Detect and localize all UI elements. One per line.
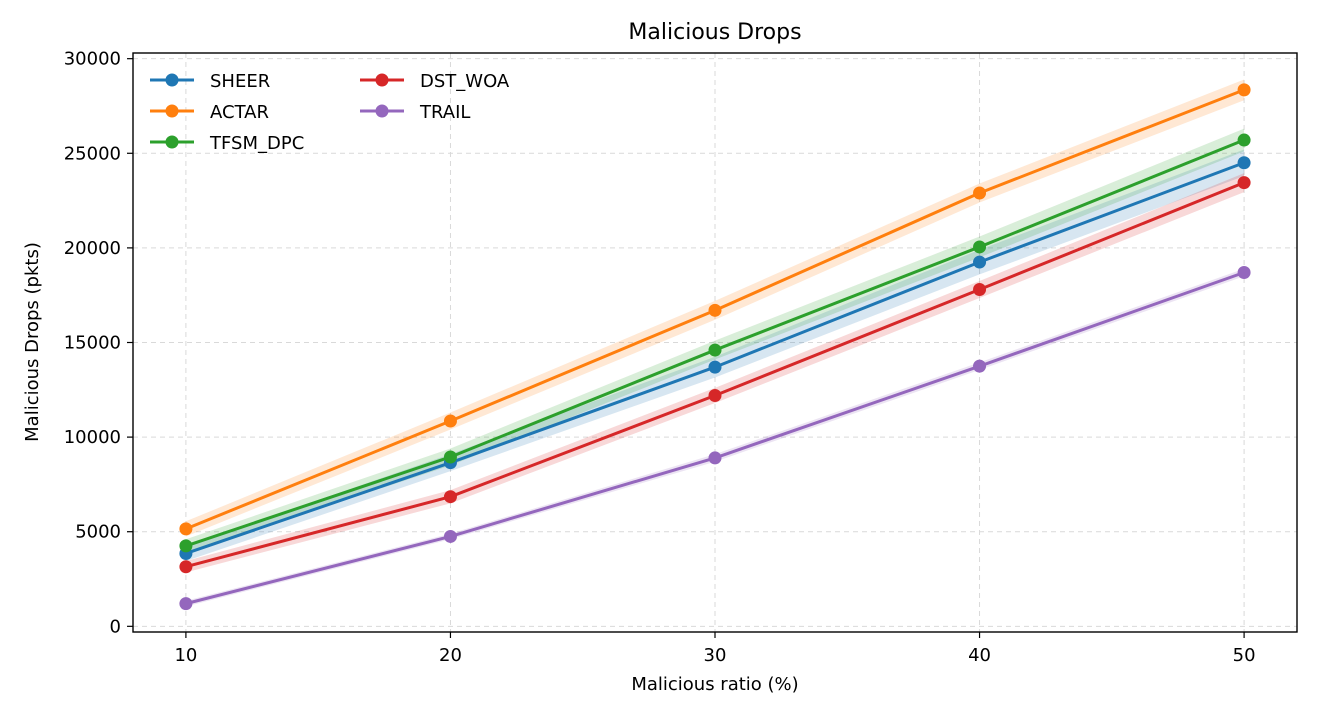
data-point-tfsm-dpc (443, 450, 457, 464)
y-tick-label: 30000 (64, 49, 121, 70)
data-point-trail (708, 451, 722, 465)
x-tick-label: 50 (1233, 645, 1256, 666)
legend: SHEER ACTAR TFSM_DPC DST_WOA TRAIL (150, 71, 510, 154)
legend-marker-actar (165, 104, 179, 118)
data-point-tfsm-dpc (179, 539, 193, 553)
data-point-sheer (708, 360, 722, 374)
series-line-trail (185, 271, 1245, 606)
legend-marker-tfsm-dpc (165, 135, 179, 149)
x-tick-label: 10 (174, 645, 197, 666)
legend-label-sheer: SHEER (210, 71, 270, 92)
legend-label-trail: TRAIL (419, 102, 470, 123)
point-layer (179, 83, 1251, 611)
band-tfsm-dpc (185, 128, 1245, 553)
y-tick-label: 25000 (64, 143, 121, 164)
data-point-actar (1237, 83, 1251, 97)
y-tick-label: 20000 (64, 238, 121, 259)
data-point-tfsm-dpc (1237, 133, 1251, 147)
y-axis-title: Malicious Drops (pkts) (22, 242, 43, 442)
data-point-trail (443, 529, 457, 543)
legend-item-tfsm-dpc: TFSM_DPC (150, 133, 304, 154)
legend-marker-trail (375, 104, 389, 118)
legend-item-dst-woa: DST_WOA (360, 71, 510, 92)
y-tick-label: 0 (110, 616, 121, 637)
legend-item-trail: TRAIL (360, 102, 470, 123)
data-point-dst-woa (1237, 176, 1251, 190)
y-tick-label: 10000 (64, 427, 121, 448)
data-point-trail (973, 359, 987, 373)
x-tick-label: 40 (968, 645, 991, 666)
legend-item-actar: ACTAR (150, 102, 269, 123)
legend-label-actar: ACTAR (210, 102, 269, 123)
data-point-tfsm-dpc (708, 343, 722, 357)
x-tick-label: 20 (439, 645, 462, 666)
legend-label-tfsm-dpc: TFSM_DPC (209, 133, 304, 154)
data-point-dst-woa (708, 388, 722, 402)
x-tick-label: 30 (704, 645, 727, 666)
data-point-trail (1237, 265, 1251, 279)
data-point-dst-woa (973, 283, 987, 297)
data-point-actar (443, 414, 457, 428)
data-point-sheer (973, 255, 987, 269)
grid-layer (133, 53, 1297, 632)
x-axis-title: Malicious ratio (%) (631, 674, 798, 695)
data-point-actar (179, 522, 193, 536)
chart-title: Malicious Drops (628, 20, 801, 45)
data-point-actar (708, 303, 722, 317)
legend-marker-dst-woa (375, 73, 389, 87)
legend-marker-sheer (165, 73, 179, 87)
tick-layer: 10 20 30 40 50 0 5000 10000 15000 20000 25000 30000 (64, 49, 1256, 666)
data-point-sheer (1237, 156, 1251, 170)
y-tick-label: 15000 (64, 333, 121, 354)
data-point-actar (973, 186, 987, 200)
legend-label-dst-woa: DST_WOA (420, 71, 510, 92)
data-point-tfsm-dpc (973, 240, 987, 254)
data-point-trail (179, 597, 193, 611)
data-point-dst-woa (443, 490, 457, 504)
legend-item-sheer: SHEER (150, 71, 270, 92)
y-tick-label: 5000 (75, 522, 121, 543)
data-point-dst-woa (179, 560, 193, 574)
